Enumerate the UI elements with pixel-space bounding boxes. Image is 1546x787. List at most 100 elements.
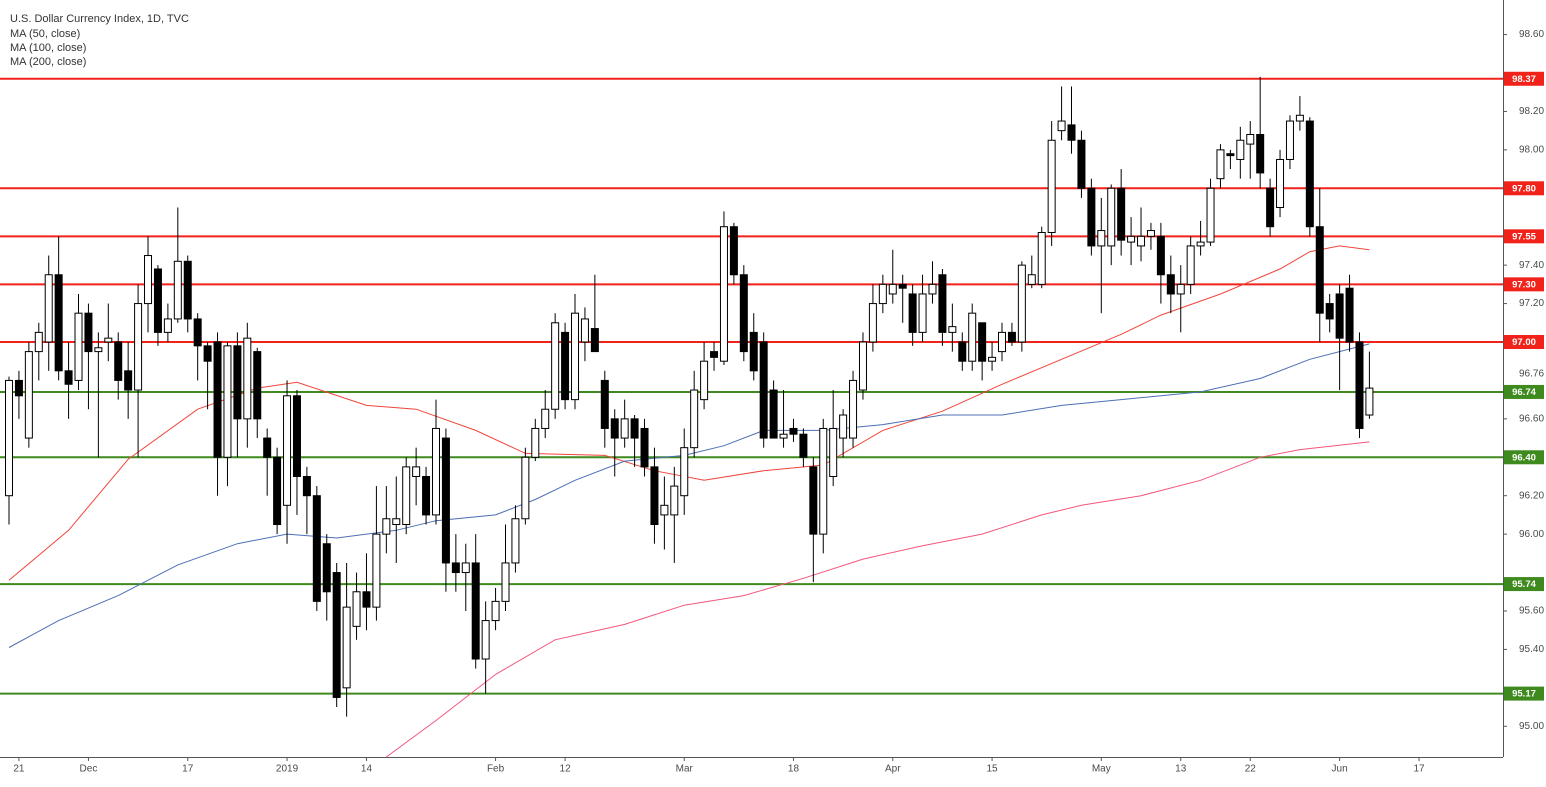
candle-body (1335, 293, 1344, 339)
candle-body (531, 427, 540, 458)
y-tick-label: 97.20 (1519, 298, 1544, 309)
level-label-box (1504, 384, 1544, 399)
y-tick-label: 96.00 (1519, 529, 1544, 540)
candle-body (1345, 287, 1354, 343)
candle-body (858, 341, 867, 391)
level-label-box (1504, 277, 1544, 292)
y-tick-label: 98.00 (1519, 145, 1544, 156)
y-tick-label: 96.20 (1519, 490, 1544, 501)
candle-body (1305, 120, 1314, 228)
candle-body (392, 518, 401, 526)
level-label-box (1504, 450, 1544, 465)
candle-body (799, 433, 808, 458)
level-label-box (1504, 577, 1544, 592)
candle-body (690, 389, 699, 449)
candle-body (561, 331, 570, 401)
candle-body (372, 533, 381, 608)
candle-body (1226, 153, 1235, 157)
candle-body (819, 427, 828, 535)
candle-body (1057, 120, 1066, 132)
candle-body (1315, 226, 1324, 314)
candle-body (481, 620, 490, 660)
candle-body (14, 379, 23, 397)
x-tick-label: 2019 (276, 764, 299, 775)
candle-body (849, 379, 858, 439)
candle-body (461, 562, 470, 574)
candle-body (342, 606, 351, 689)
candle-body (1236, 139, 1245, 160)
legend-entry: MA (200, close) (10, 56, 86, 68)
x-tick-label: 17 (1413, 764, 1425, 775)
candle-body (471, 562, 480, 660)
candle-body (84, 312, 93, 353)
x-tick-label: 15 (987, 764, 999, 775)
y-tick-label: 98.60 (1519, 29, 1544, 40)
level-label: 96.40 (1512, 452, 1536, 463)
candle-body (283, 395, 292, 506)
candle-body (54, 274, 63, 372)
candle-body (779, 433, 788, 439)
candle-body (312, 495, 321, 602)
candle-body (739, 274, 748, 353)
candle-body (402, 466, 411, 526)
candle-body (660, 504, 669, 516)
y-tick-label: 95.00 (1519, 721, 1544, 732)
level-label: 95.17 (1512, 689, 1536, 700)
candle-body (958, 341, 967, 362)
candle-body (1166, 274, 1175, 295)
candle-body (1087, 187, 1096, 247)
candle-body (759, 341, 768, 439)
axes: 95.00 95.40 95.60 96.00 96.20 96.60 97.20 97.40… (13, 29, 1544, 774)
candle-body (263, 437, 272, 458)
candle-body (551, 322, 560, 410)
candle-body (1037, 231, 1046, 285)
candle-body (1285, 120, 1294, 160)
candle-body (710, 351, 719, 358)
candle-body (114, 341, 123, 381)
candle-body (134, 303, 143, 391)
candle-body (213, 341, 222, 458)
candle-body (968, 312, 977, 362)
candle-body (769, 389, 778, 439)
candle-body (978, 322, 987, 362)
candle-body (571, 312, 580, 401)
candle-body (541, 408, 550, 429)
candle-body (1047, 139, 1056, 233)
candle-body (273, 456, 282, 526)
candle-body (491, 600, 500, 622)
candle-body (243, 337, 252, 420)
candle-body (610, 418, 619, 439)
candle-body (34, 331, 43, 353)
candle-body (1365, 387, 1374, 416)
candle-body (1077, 139, 1086, 189)
candle-body (203, 345, 212, 362)
candle-body (729, 226, 738, 276)
candle-body (1067, 124, 1076, 141)
candle-body (352, 591, 361, 627)
candle-body (511, 518, 520, 564)
level-label: 96.74 (1512, 387, 1536, 398)
candle-body (382, 518, 391, 535)
candle-body (1246, 133, 1255, 145)
candle-body (412, 466, 421, 477)
candle-body (1146, 230, 1155, 237)
candle-body (908, 293, 917, 333)
last-price-box (1504, 368, 1544, 381)
candle-body (1156, 235, 1165, 276)
y-tick-label: 95.60 (1519, 606, 1544, 617)
candle-body (1007, 331, 1016, 343)
candle-body (223, 345, 232, 458)
candle-body (5, 379, 13, 497)
candle-body (193, 318, 202, 347)
candle-body (620, 418, 629, 439)
candle-body (1216, 149, 1225, 180)
candle-body (104, 337, 113, 343)
candle-body (988, 356, 997, 362)
y-tick-label: 96.60 (1519, 413, 1544, 424)
candle-body (1107, 187, 1116, 247)
candle-body (1355, 341, 1364, 429)
ma-line (8, 245, 1370, 581)
y-tick-label: 98.20 (1519, 106, 1544, 117)
candle-body (1127, 235, 1136, 243)
